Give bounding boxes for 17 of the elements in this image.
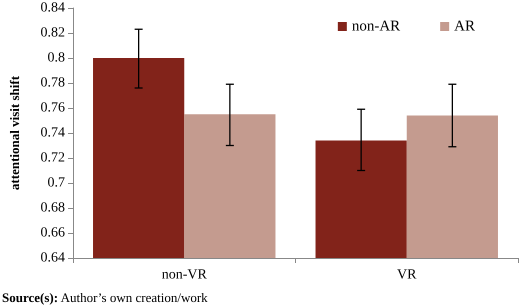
y-tick-label: 0.7 [48,176,65,190]
y-axis-title: attentional visit shift [7,75,22,190]
y-tick-label: 0.8 [48,50,65,66]
y-tick-label: 0.68 [40,200,65,216]
y-tick-label: 0.76 [40,100,65,116]
y-tick-label: 0.74 [40,126,65,140]
y-tick-label: 0.78 [40,76,65,90]
y-tick-label: 0.64 [40,250,65,266]
legend-label: non-AR [352,18,400,34]
source-note: Source(s): Author’s own creation/work [2,290,208,305]
legend-label: AR [454,18,476,34]
x-tick-label: VR [397,268,418,282]
y-tick-label: 0.66 [40,226,65,240]
y-tick-label: 0.82 [40,26,65,40]
x-tick-label: non-VR [162,268,208,282]
y-tick-label: 0.84 [40,0,65,16]
y-tick-label: 0.72 [40,150,65,166]
